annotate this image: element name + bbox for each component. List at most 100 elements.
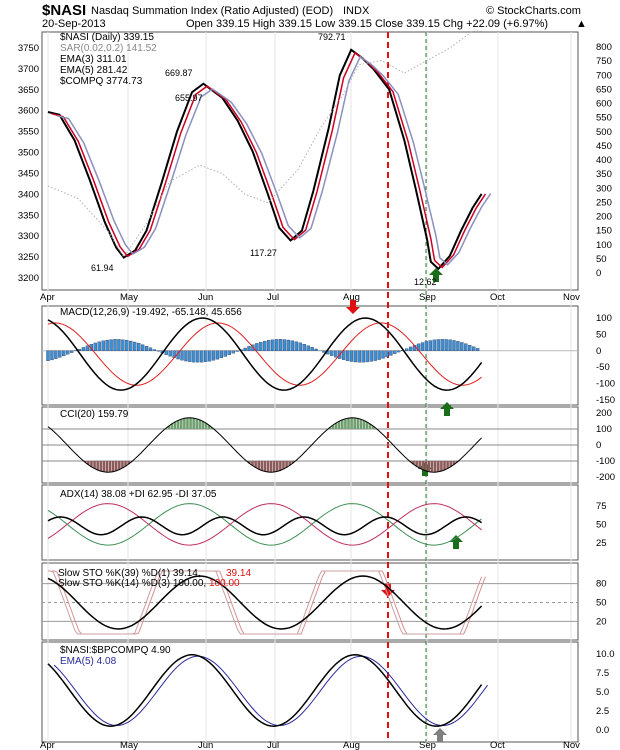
cci-title: CCI(20) 159.79 — [60, 409, 129, 420]
macd-hist-bar — [310, 347, 314, 351]
annotation-high-2: 655.97 — [175, 93, 203, 103]
macd-hist-bar — [405, 348, 409, 351]
macd-hist-bar — [204, 350, 208, 362]
cci-tick-200: 200 — [596, 408, 612, 419]
macd-hist-bar — [294, 341, 298, 351]
macd-hist-bar — [271, 339, 275, 351]
cci-fill — [248, 461, 251, 464]
legend-nasi: $NASI (Daily) 339.15 — [60, 32, 154, 43]
legend-compq: $COMPQ 3774.73 — [60, 76, 143, 87]
x-tick-top-Nov: Nov — [563, 292, 580, 303]
cci-tick--200: -200 — [596, 472, 615, 483]
macd-hist-bar — [278, 339, 283, 351]
macd-hist-bar — [113, 339, 117, 351]
right-tick-0: 0 — [596, 268, 601, 279]
panel-frame-macd — [41, 305, 579, 406]
ratio-tick-2.5: 2.5 — [596, 706, 609, 717]
cci-fill — [121, 461, 124, 469]
symbol-label: $NASI — [42, 2, 86, 19]
cci-fill — [179, 419, 183, 429]
cci-fill — [365, 421, 369, 429]
cci-fill — [371, 426, 375, 429]
macd-hist-bar — [137, 343, 141, 351]
copyright-label: © StockCharts.com — [486, 5, 581, 17]
macd-hist-bar — [54, 350, 58, 359]
macd-hist-bar — [93, 342, 97, 351]
cci-fill — [254, 461, 257, 468]
left-tick-3550: 3550 — [18, 127, 39, 138]
macd-hist-bar — [349, 350, 354, 362]
sto-slow-line — [47, 575, 483, 630]
macd-hist-bar — [322, 350, 326, 353]
x-tick-top-Apr: Apr — [40, 292, 55, 303]
ratio-title: $NASI:$BPCOMPQ 4.90 — [60, 645, 171, 656]
cci-fill — [418, 461, 422, 469]
cci-fill — [251, 461, 254, 466]
panel-frame-sto — [41, 562, 579, 641]
right-tick-50: 50 — [596, 254, 607, 265]
cci-fill — [430, 461, 434, 473]
sto-title-2-value: 100.00 — [209, 578, 240, 589]
macd-hist-bar — [227, 350, 231, 356]
macd-hist-bar — [69, 350, 74, 353]
left-tick-3250: 3250 — [18, 252, 39, 263]
right-tick-400: 400 — [596, 155, 612, 166]
macd-hist-bar — [247, 346, 251, 351]
macd-hist-bar — [306, 345, 310, 351]
cci-fill — [347, 418, 350, 429]
panel-frames — [41, 31, 579, 743]
macd-hist-bar — [192, 350, 196, 363]
gray-arrow-icon — [433, 728, 447, 742]
cci-fill — [189, 417, 192, 429]
cci-fill — [285, 461, 288, 468]
red-arrow-icon — [346, 300, 360, 314]
macd-hist-bar — [223, 350, 228, 357]
macd-hist-bar — [109, 339, 113, 351]
macd-hist-bar — [263, 340, 267, 351]
cci-line — [47, 417, 482, 473]
macd-tick--50: -50 — [596, 362, 610, 373]
x-tick-bottom-Oct: Oct — [490, 740, 505, 750]
macd-hist-bar — [314, 348, 318, 351]
macd-hist-bar — [164, 350, 168, 355]
macd-hist-bar — [377, 350, 381, 360]
right-tick-650: 650 — [596, 84, 612, 95]
macd-hist-bar — [235, 350, 239, 352]
ratio-tick-7.5: 7.5 — [596, 668, 609, 679]
cci-fill — [263, 461, 267, 472]
right-tick-200: 200 — [596, 212, 612, 223]
cci-fill — [257, 461, 260, 470]
macd-hist-bar — [302, 344, 306, 351]
macd-hist-bar — [365, 350, 369, 363]
cci-fill — [124, 461, 127, 467]
macd-hist-bar — [345, 350, 350, 361]
cci-fill — [204, 423, 208, 429]
cci-fill — [272, 461, 276, 473]
cci-fill — [93, 461, 96, 469]
macd-hist-bar — [196, 350, 200, 363]
x-tick-top-Aug: Aug — [343, 292, 360, 303]
macd-hist-bar — [357, 350, 362, 363]
adx-title: ADX(14) 38.08 +DI 62.95 -DI 37.05 — [60, 489, 217, 500]
macd-hist-bar — [298, 342, 302, 351]
macd-hist-bar — [101, 340, 105, 351]
cci-tick-100: 100 — [596, 424, 612, 435]
macd-hist-bar — [361, 350, 365, 363]
index-name: Nasdaq Summation Index (Ratio Adjusted) … — [91, 5, 333, 17]
right-tick-150: 150 — [596, 226, 612, 237]
macd-hist-bar — [436, 339, 440, 351]
macd-hist-bar — [408, 346, 413, 351]
cci-fill — [99, 461, 103, 472]
macd-hist-bar — [184, 350, 188, 362]
left-tick-3450: 3450 — [18, 168, 39, 179]
cci-fill — [275, 461, 279, 472]
cci-fill — [186, 417, 189, 429]
sto-k-line — [48, 570, 483, 635]
cci-fill — [359, 419, 363, 429]
left-tick-3700: 3700 — [18, 64, 39, 75]
cci-fill — [412, 461, 415, 465]
annotation-low-1: 61.94 — [91, 263, 114, 273]
series-ema5-line — [56, 55, 492, 266]
cci-fill — [83, 461, 87, 463]
cci-fill — [353, 417, 357, 429]
